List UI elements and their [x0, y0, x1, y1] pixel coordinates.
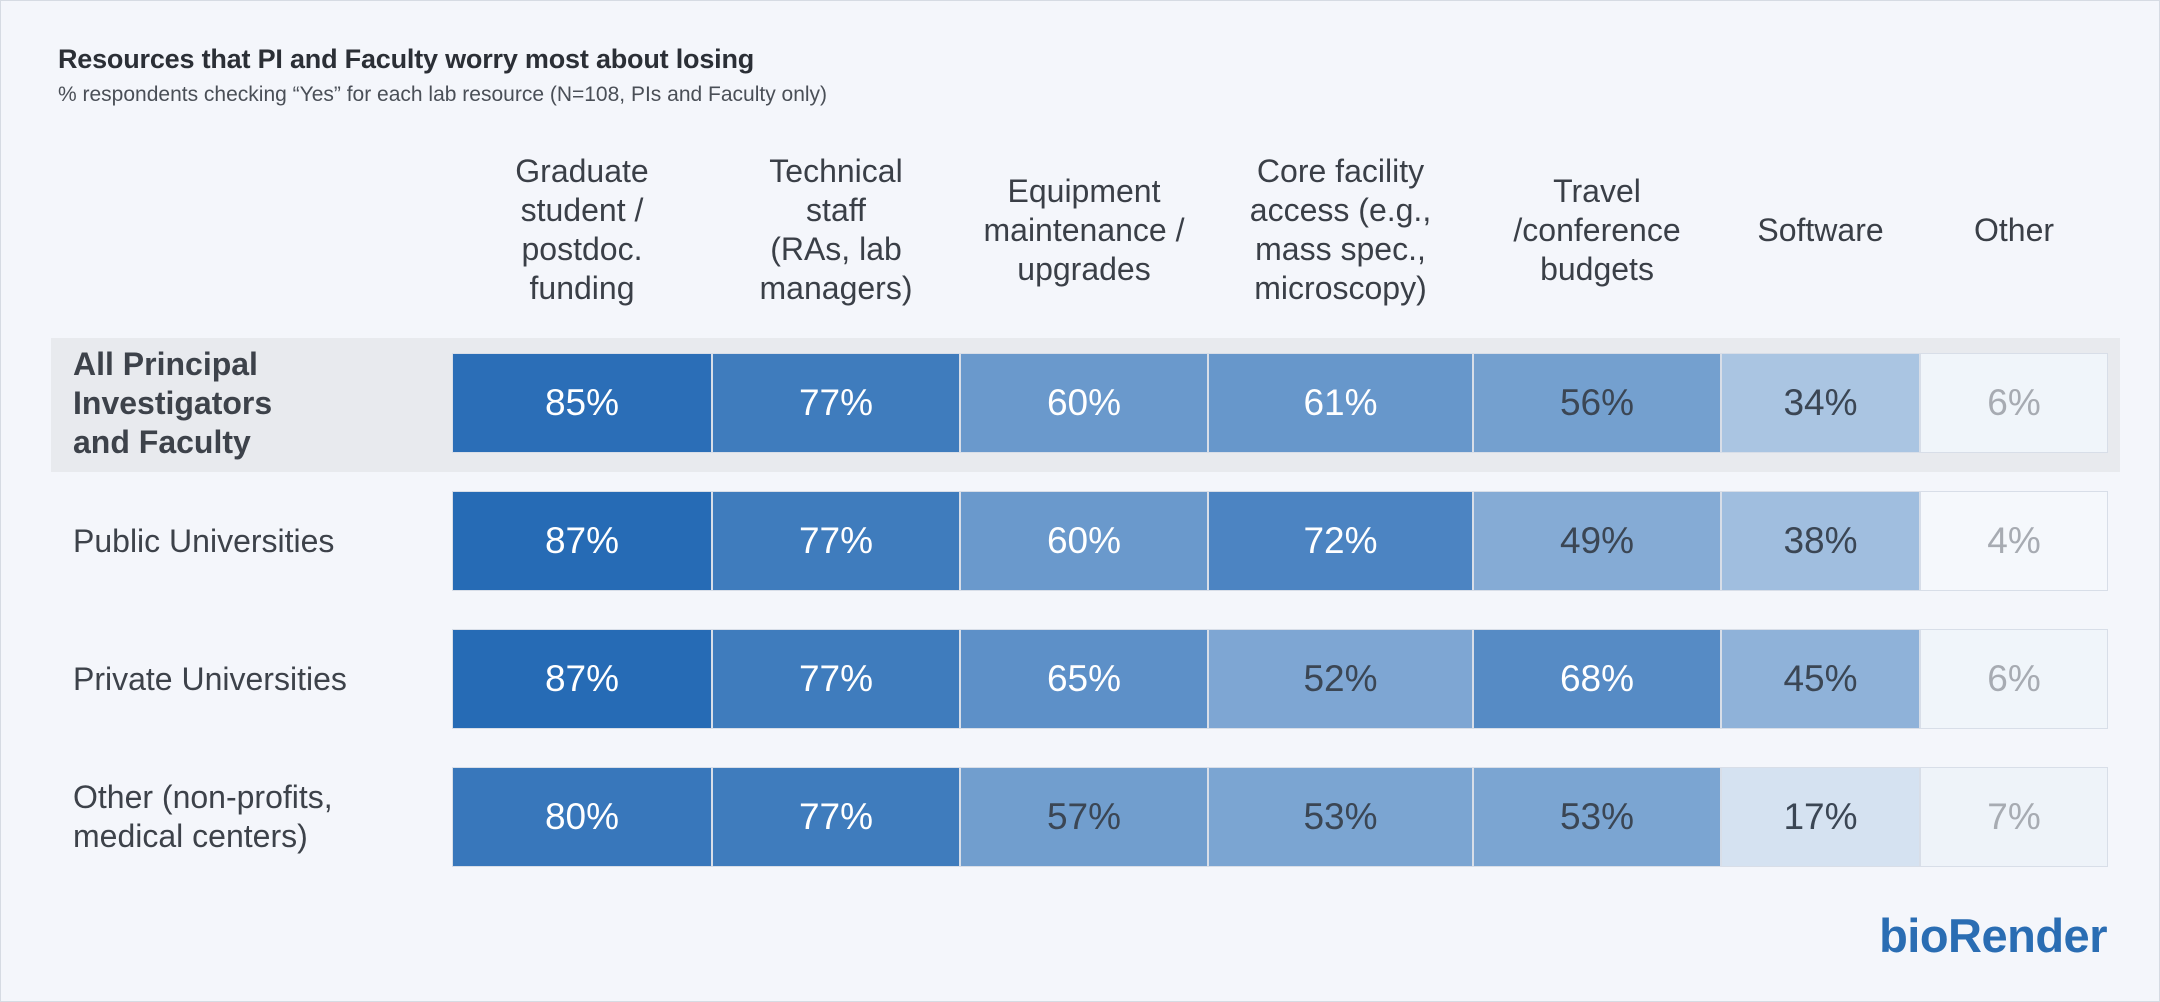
row-label: Other (non-profits, medical centers)	[73, 779, 333, 854]
chart-title: Resources that PI and Faculty worry most…	[58, 44, 755, 74]
column-header: Technical staff (RAs, lab managers)	[759, 153, 913, 306]
heatmap-cell: 56%	[1473, 353, 1721, 453]
column-header: Travel /conference budgets	[1513, 172, 1681, 287]
heatmap-cell: 6%	[1920, 629, 2108, 729]
heatmap-cell: 4%	[1920, 491, 2108, 591]
heatmap-cell: 38%	[1721, 491, 1920, 591]
column-header: Graduate student / postdoc. funding	[515, 153, 649, 306]
row-label: Private Universities	[73, 660, 347, 697]
row-label: Public Universities	[73, 522, 335, 559]
heatmap-cell: 87%	[452, 491, 712, 591]
heatmap-cell: 72%	[1208, 491, 1473, 591]
heatmap-cell: 77%	[712, 353, 960, 453]
column-header: Core facility access (e.g., mass spec., …	[1249, 153, 1432, 306]
column-header: Software	[1757, 211, 1884, 248]
column-header: Other	[1973, 211, 2055, 248]
heatmap-cell: 53%	[1208, 767, 1473, 867]
heatmap-cell: 61%	[1208, 353, 1473, 453]
heatmap-cell: 65%	[960, 629, 1208, 729]
heatmap-cell: 87%	[452, 629, 712, 729]
heatmap-cell: 77%	[712, 629, 960, 729]
column-header: Equipment maintenance / upgrades	[983, 172, 1185, 287]
chart-subtitle: % respondents checking “Yes” for each la…	[58, 83, 828, 106]
heatmap-cell: 34%	[1721, 353, 1920, 453]
heatmap-cell: 60%	[960, 353, 1208, 453]
heatmap-cell: 17%	[1721, 767, 1920, 867]
heatmap-cell: 60%	[960, 491, 1208, 591]
heatmap-cell: 80%	[452, 767, 712, 867]
row-label: All Principal Investigators and Faculty	[73, 345, 273, 460]
heatmap-cell: 6%	[1920, 353, 2108, 453]
heatmap-cell: 68%	[1473, 629, 1721, 729]
heatmap-cell: 52%	[1208, 629, 1473, 729]
biorender-logo: bioRender	[1879, 909, 2107, 962]
heatmap-cell: 49%	[1473, 491, 1721, 591]
heatmap-cell: 45%	[1721, 629, 1920, 729]
heatmap-cell: 53%	[1473, 767, 1721, 867]
heatmap-cell: 77%	[712, 767, 960, 867]
heatmap-cell: 57%	[960, 767, 1208, 867]
heatmap-cell: 85%	[452, 353, 712, 453]
heatmap-cell: 7%	[1920, 767, 2108, 867]
heatmap-cell: 77%	[712, 491, 960, 591]
